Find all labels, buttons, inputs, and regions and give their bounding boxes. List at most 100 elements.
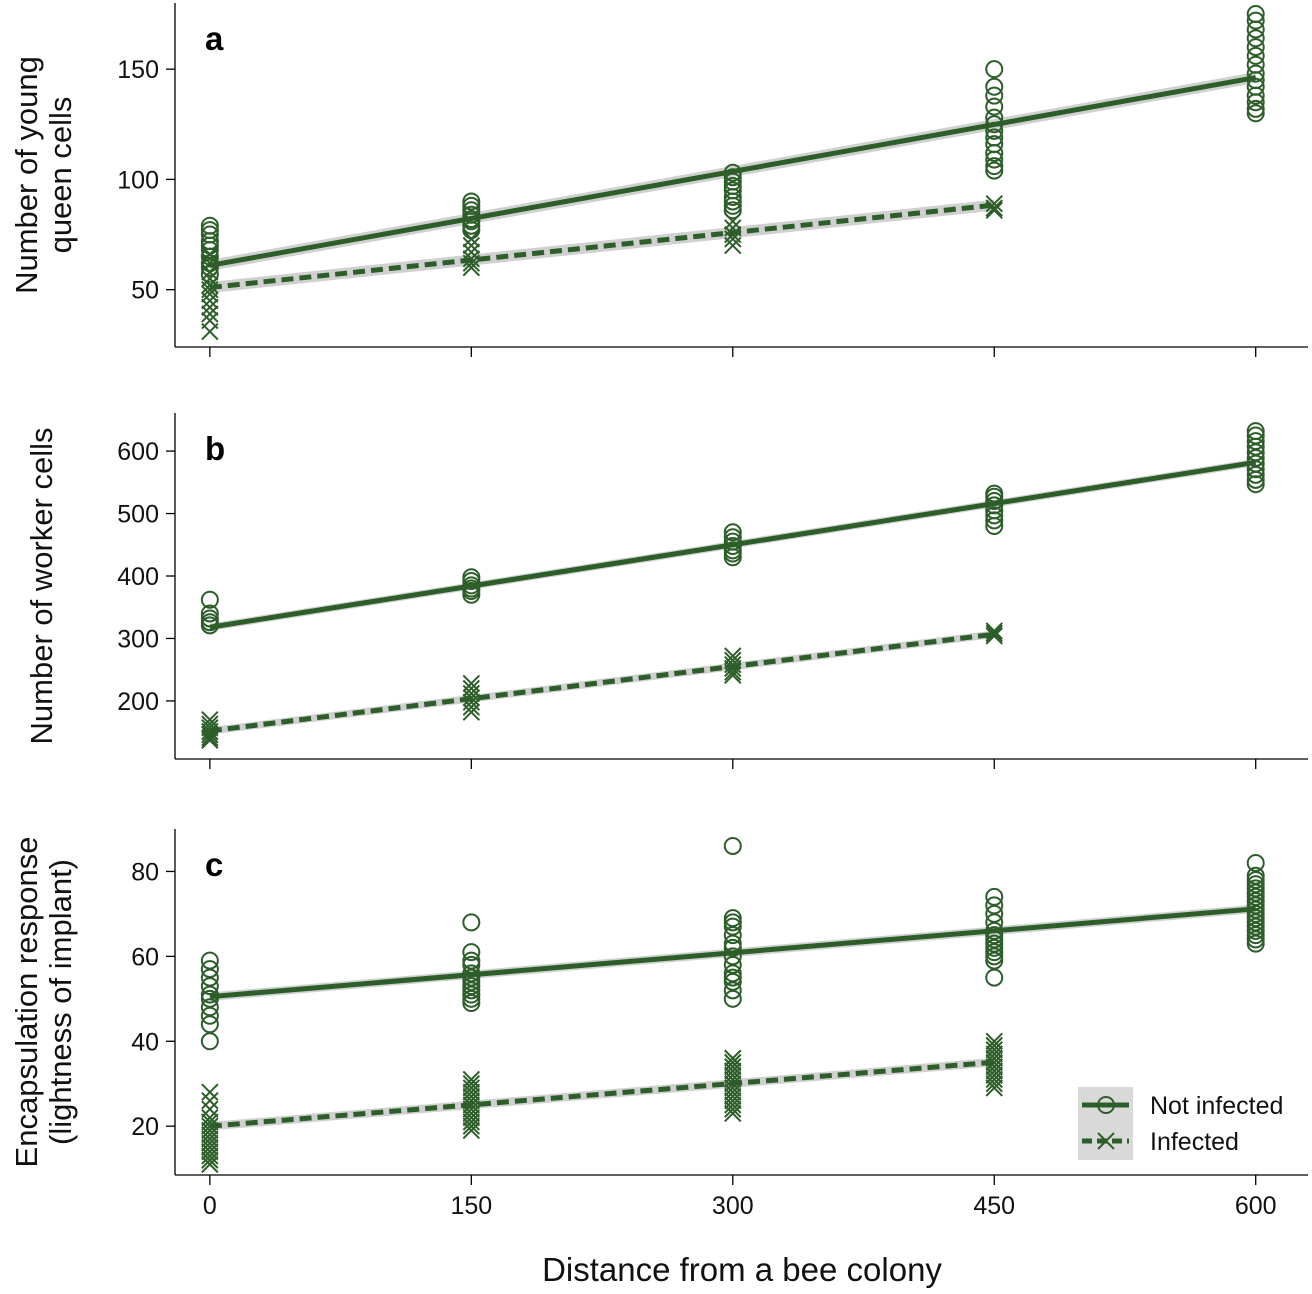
data-point — [462, 1075, 481, 1093]
data-point — [985, 161, 1004, 180]
series-infected — [201, 1032, 1003, 1174]
y-tick-label: 400 — [117, 563, 159, 591]
data-point — [985, 1053, 1003, 1072]
data-point — [724, 1087, 742, 1106]
data-point — [723, 192, 742, 211]
confidence-band — [209, 630, 995, 735]
panel-b: 200 300 400 500 600 b Number of worker cells — [24, 413, 1308, 769]
data-point — [724, 1100, 742, 1118]
data-point — [462, 1113, 481, 1131]
fit-line — [209, 1059, 995, 1129]
data-point — [1246, 470, 1265, 489]
y-tick-label: 500 — [117, 501, 159, 529]
panel-c: 20 40 60 80 0 150 300 450 600 c Encapsulation resp… — [9, 829, 1308, 1220]
data-point — [985, 97, 1004, 116]
data-point — [985, 506, 1004, 525]
data-point — [201, 731, 219, 749]
y-tick-label: 20 — [131, 1113, 159, 1141]
data-point — [201, 254, 219, 272]
data-point — [462, 1117, 481, 1135]
panel-letter: a — [205, 20, 224, 57]
data-point — [985, 627, 1003, 645]
y-tick-label: 600 — [117, 438, 159, 466]
data-point — [1246, 930, 1265, 949]
data-point — [723, 836, 742, 855]
data-point — [1246, 93, 1265, 112]
data-point — [1246, 38, 1265, 57]
data-point — [723, 913, 742, 932]
data-point — [985, 1075, 1003, 1093]
data-point — [462, 1070, 481, 1089]
data-point — [723, 548, 742, 567]
data-point — [462, 1087, 481, 1106]
data-point — [201, 1147, 219, 1165]
data-point — [1246, 20, 1265, 39]
data-point — [201, 298, 219, 317]
data-point — [985, 86, 1004, 105]
data-point — [985, 968, 1004, 987]
x-tick-label: 600 — [1235, 1192, 1277, 1220]
data-point — [200, 977, 219, 996]
y-tick-label: 40 — [131, 1028, 159, 1056]
y-tick-label: 150 — [117, 56, 159, 84]
data-point — [462, 703, 481, 721]
data-point — [201, 322, 219, 341]
y-axis-label: Encapsulation response — [9, 837, 44, 1168]
series-infected — [201, 194, 1003, 341]
data-point — [201, 1142, 219, 1161]
data-point — [462, 943, 481, 962]
x-tick-label: 450 — [973, 1192, 1015, 1220]
panel-letter: b — [205, 430, 225, 467]
data-point — [1246, 475, 1265, 494]
data-point — [723, 188, 742, 207]
data-point — [1246, 11, 1265, 30]
data-point — [985, 194, 1003, 213]
data-point — [985, 947, 1004, 966]
data-point — [201, 1138, 219, 1157]
data-point — [200, 1006, 219, 1025]
data-point — [985, 1036, 1003, 1055]
data-point — [1246, 104, 1265, 123]
data-point — [201, 263, 219, 281]
data-point — [201, 1092, 219, 1110]
data-point — [724, 1066, 742, 1084]
data-point — [462, 985, 481, 1004]
legend-background — [1078, 1087, 1133, 1160]
data-point — [724, 236, 742, 255]
data-point — [724, 1104, 742, 1123]
data-point — [1246, 86, 1265, 105]
data-point — [1246, 64, 1265, 83]
data-point — [1246, 460, 1265, 479]
confidence-band — [209, 199, 995, 293]
data-point — [724, 1092, 742, 1110]
data-point — [201, 245, 219, 264]
data-point — [985, 1079, 1003, 1097]
data-point — [985, 1032, 1003, 1050]
x-tick-label: 0 — [203, 1192, 217, 1220]
data-point — [201, 1083, 219, 1101]
data-point — [462, 1121, 481, 1140]
legend-not-infected-marker — [1097, 1096, 1115, 1114]
data-point — [200, 590, 219, 609]
data-point — [985, 624, 1003, 643]
fit-line — [209, 202, 995, 290]
data-point — [201, 1134, 219, 1152]
data-point — [462, 981, 481, 1000]
legend-infected-marker — [1097, 1132, 1115, 1150]
data-point — [462, 1083, 481, 1101]
data-point — [201, 1151, 219, 1169]
series-not-infected — [200, 5, 1265, 284]
series-not-infected — [200, 836, 1265, 1051]
data-point — [201, 1108, 219, 1127]
data-point — [1246, 921, 1265, 940]
data-point — [985, 60, 1004, 79]
data-point — [985, 943, 1004, 962]
data-point — [985, 199, 1003, 217]
y-tick-label: 200 — [117, 688, 159, 716]
confidence-band — [209, 1057, 995, 1131]
y-axis-label: Number of worker cells — [24, 428, 59, 745]
legend: Not infected Infected — [1078, 1087, 1283, 1160]
data-point — [1246, 99, 1265, 118]
x-axis-label: Distance from a bee colony — [542, 1251, 942, 1288]
